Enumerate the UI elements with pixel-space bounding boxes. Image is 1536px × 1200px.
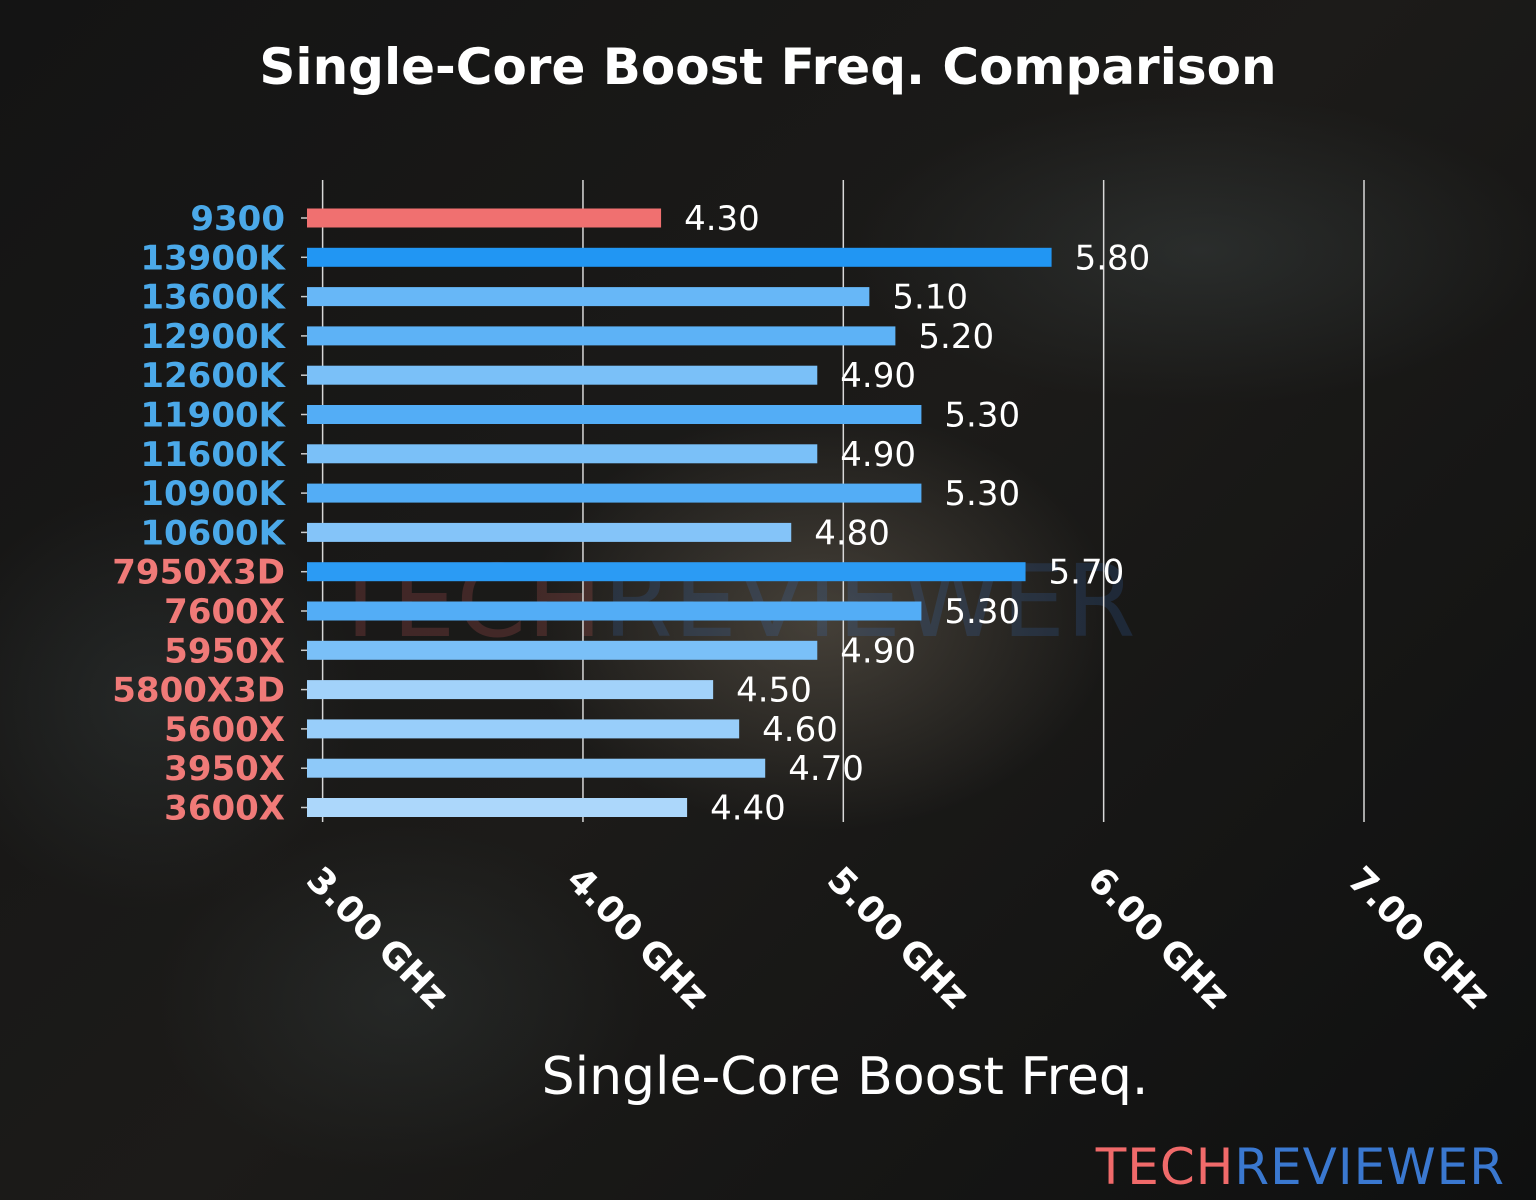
bar-5950X <box>307 640 818 660</box>
x-tick-label: 3.00 GHz <box>298 859 456 1017</box>
bar-10600K <box>307 522 792 542</box>
bar-5800X3D <box>307 680 714 700</box>
bar-7600X <box>307 601 922 621</box>
x-tick-labels: 3.00 GHz 4.00 GHz 5.00 GHz 6.00 GHz 7.00 GHz <box>298 859 1497 1017</box>
value-label: 4.90 <box>840 435 916 475</box>
category-label: 3600X <box>164 789 285 829</box>
bar-3950X <box>307 758 766 778</box>
category-label: 7950X3D <box>112 553 285 593</box>
value-label: 4.90 <box>840 356 916 396</box>
x-tick-label: 6.00 GHz <box>1079 859 1237 1017</box>
category-label: 5950X <box>164 631 285 671</box>
category-label: 10900K <box>140 474 286 514</box>
techreviewer-logo: TECHREVIEWER <box>1095 1138 1505 1196</box>
value-label: 4.90 <box>840 631 916 671</box>
bar-10900K <box>307 483 922 503</box>
value-label: 4.50 <box>736 671 812 711</box>
x-tick-label: 5.00 GHz <box>819 859 977 1017</box>
x-tick-label: 4.00 GHz <box>559 859 717 1017</box>
bar-11900K <box>307 405 922 424</box>
value-label: 5.70 <box>1049 553 1125 593</box>
category-label: 13900K <box>140 238 286 278</box>
bar-7950X3D <box>307 562 1026 582</box>
value-label: 5.80 <box>1075 238 1151 278</box>
category-label: 11900K <box>140 396 286 436</box>
category-label: 10600K <box>140 513 286 553</box>
category-label: 5600X <box>164 710 285 750</box>
value-label: 5.30 <box>944 396 1020 436</box>
bar-13900K <box>307 247 1052 267</box>
bars <box>301 208 1052 817</box>
category-label: 11600K <box>140 435 286 475</box>
bar-3600X <box>307 798 688 817</box>
category-label: 12600K <box>140 356 286 396</box>
bar-5600X <box>307 719 740 739</box>
category-label: 9300 <box>190 199 285 239</box>
category-labels: 930013900K13600K12900K12600K11900K11600K… <box>112 199 286 829</box>
category-label: 7600X <box>164 592 285 632</box>
bar-13600K <box>307 287 870 307</box>
category-label: 12900K <box>140 317 286 357</box>
category-label: 5800X3D <box>112 671 285 711</box>
value-label: 4.60 <box>762 710 838 750</box>
value-label: 5.10 <box>892 278 968 318</box>
category-label: 3950X <box>164 749 285 789</box>
bar-12900K <box>307 326 896 346</box>
value-label: 5.30 <box>944 592 1020 632</box>
bar-12600K <box>307 365 818 385</box>
value-label: 5.30 <box>944 474 1020 514</box>
x-axis-label: Single-Core Boost Freq. <box>542 1047 1149 1107</box>
x-tick-label: 7.00 GHz <box>1340 859 1498 1017</box>
value-label: 4.40 <box>710 789 786 829</box>
bar-11600K <box>307 444 818 464</box>
category-label: 13600K <box>140 278 286 318</box>
value-label: 4.80 <box>814 513 890 553</box>
value-label: 4.70 <box>788 749 864 789</box>
value-label: 4.30 <box>684 199 760 239</box>
bar-9300 <box>307 208 662 228</box>
value-label: 5.20 <box>918 317 994 357</box>
chart-title: Single-Core Boost Freq. Comparison <box>259 38 1276 96</box>
value-labels: 4.305.805.105.204.905.304.905.304.805.70… <box>684 199 1150 829</box>
